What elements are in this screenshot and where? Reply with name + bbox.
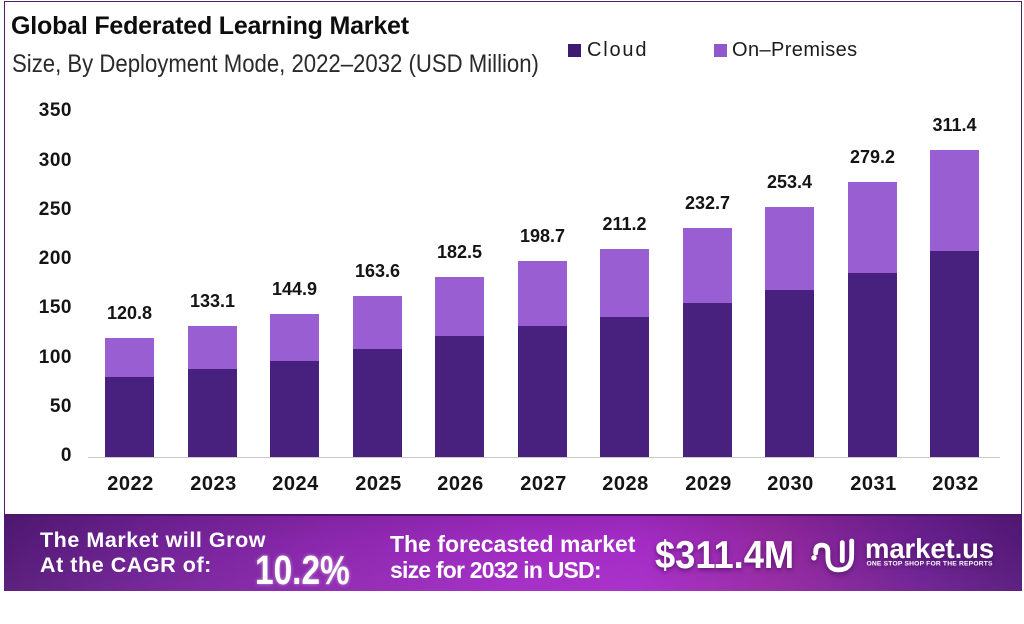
svg-text:ONE STOP SHOP FOR THE REPORTS: ONE STOP SHOP FOR THE REPORTS: [867, 561, 994, 568]
svg-text:market.us: market.us: [865, 533, 994, 564]
